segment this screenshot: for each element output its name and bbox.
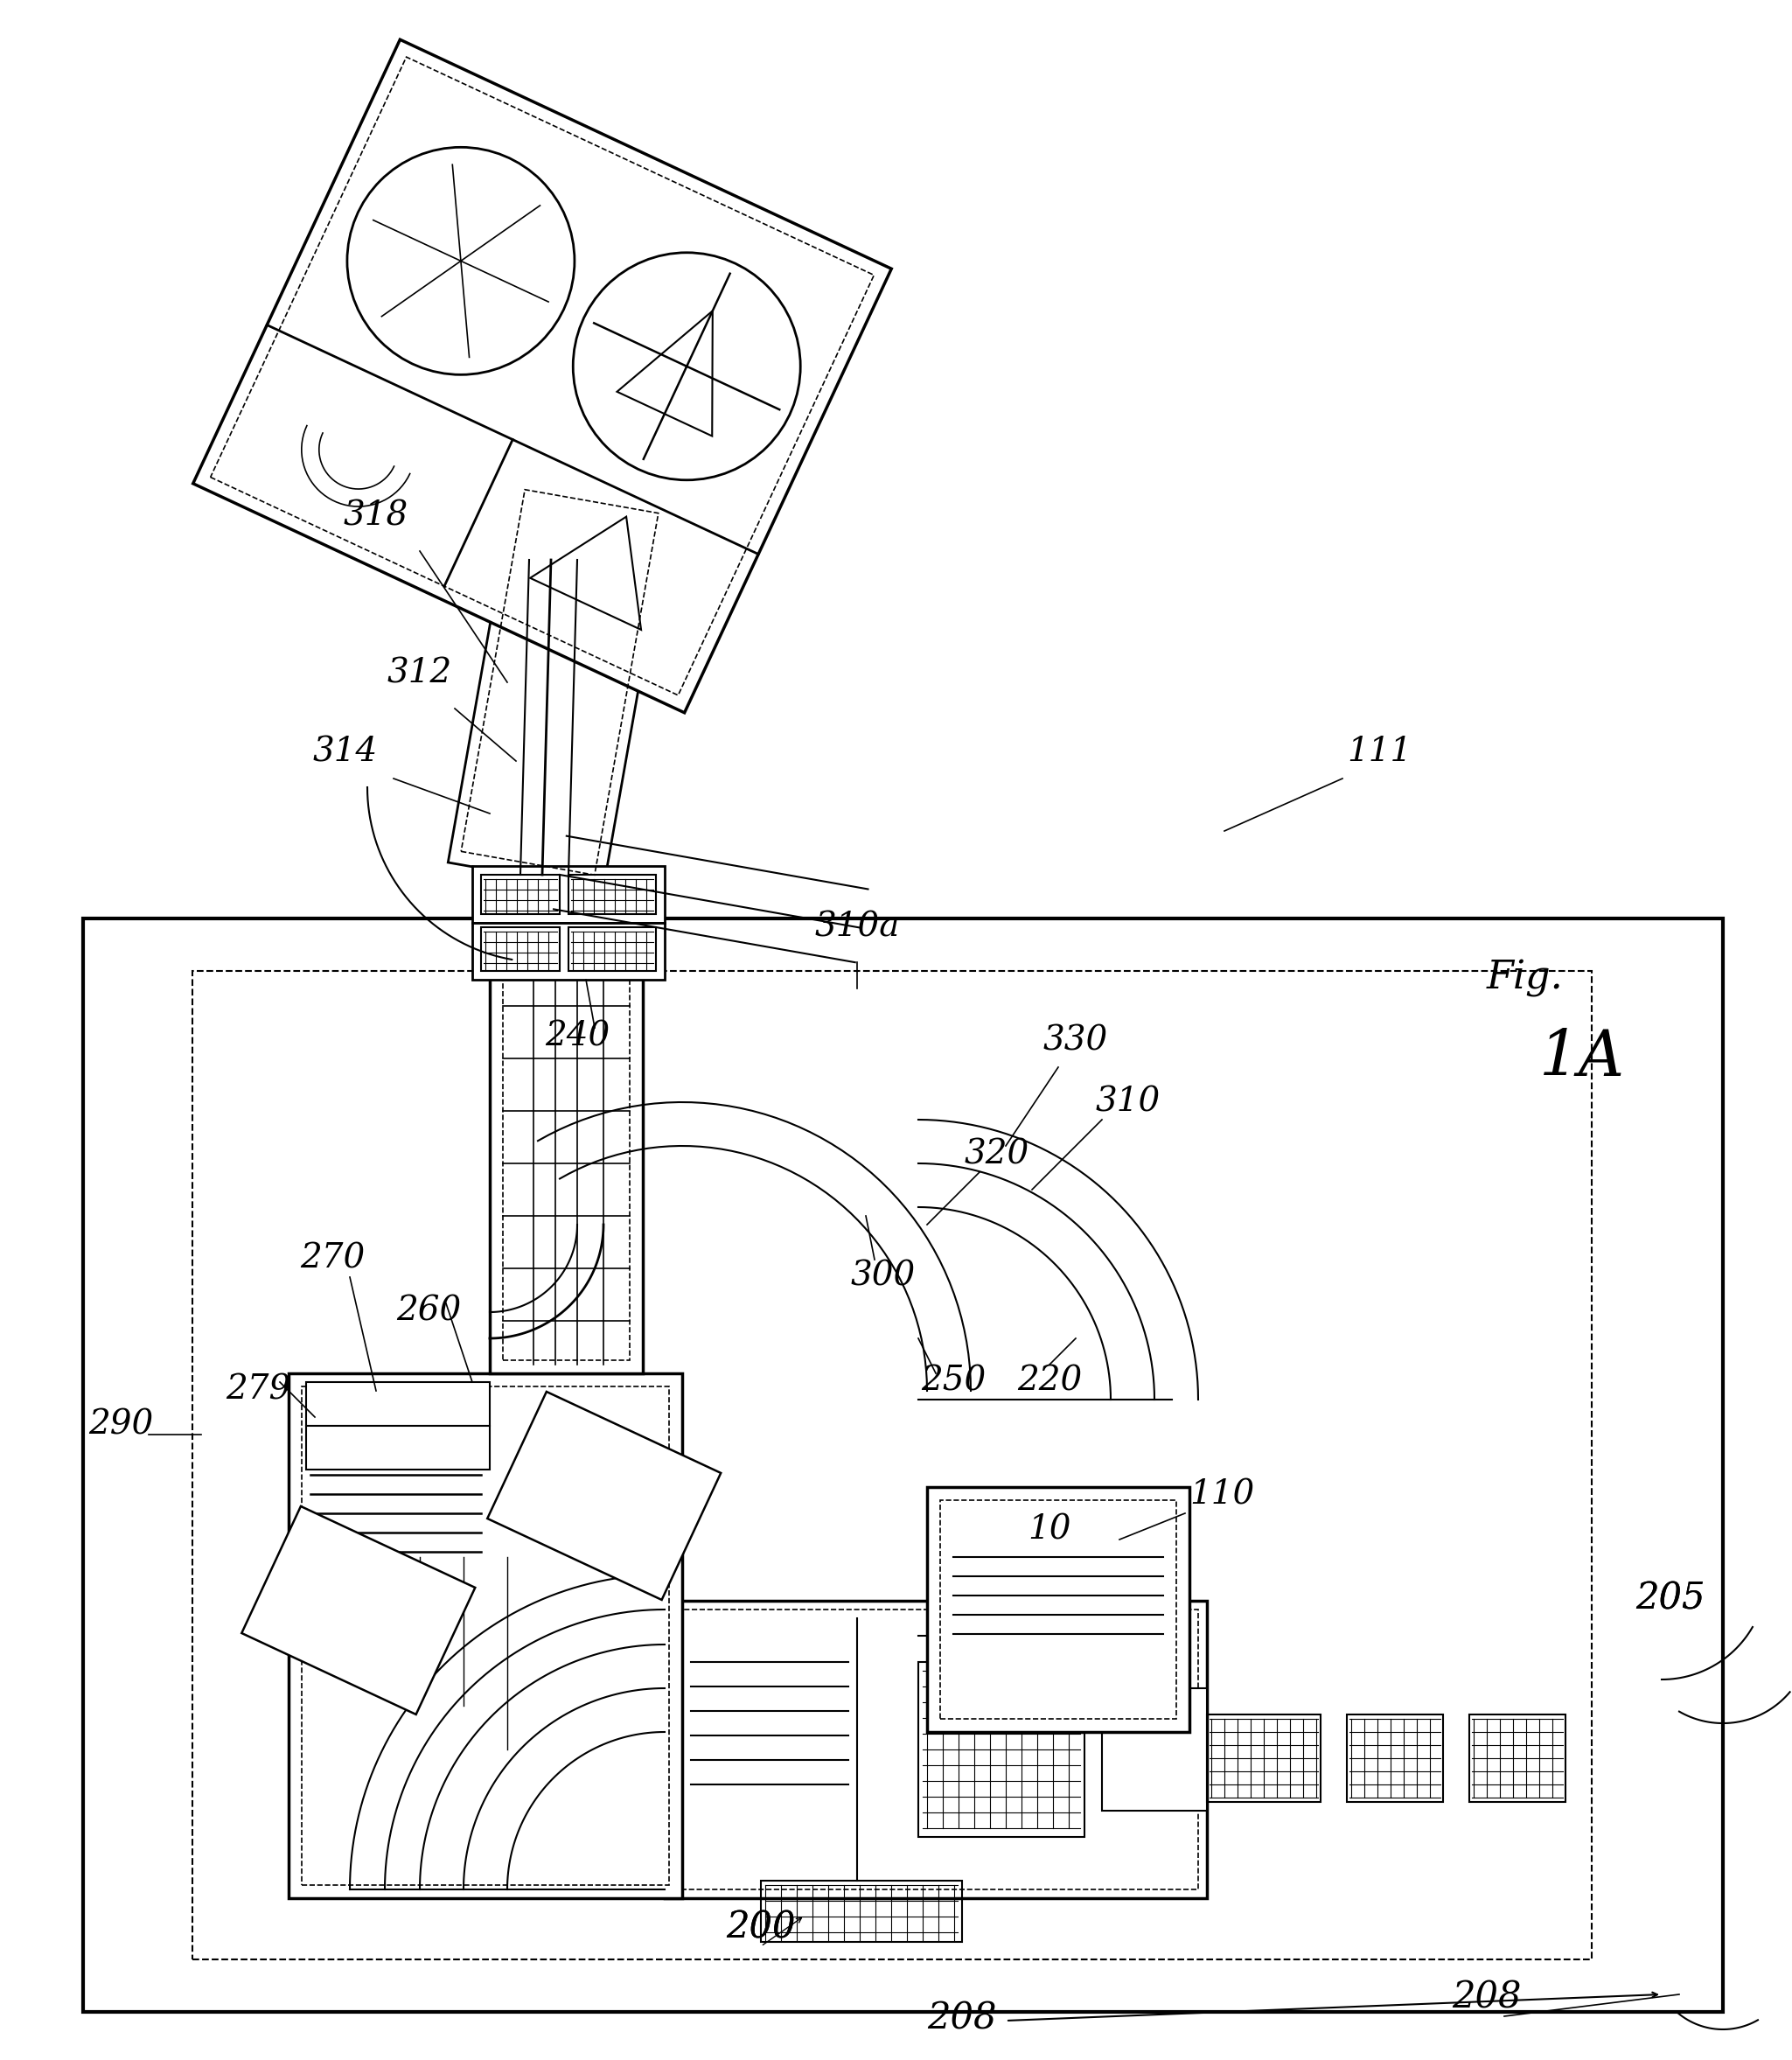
- Text: 270: 270: [299, 1242, 366, 1275]
- Text: 10: 10: [1029, 1514, 1072, 1547]
- Text: 300: 300: [851, 1261, 916, 1294]
- Text: 320: 320: [964, 1137, 1029, 1170]
- Bar: [568, 927, 656, 970]
- Text: 205: 205: [1636, 1580, 1704, 1617]
- Polygon shape: [242, 1506, 475, 1714]
- Bar: [926, 1487, 1190, 1732]
- Text: 314: 314: [314, 735, 378, 768]
- Text: 200: 200: [726, 1910, 796, 1945]
- Text: 1A: 1A: [1539, 1028, 1625, 1090]
- Bar: [1102, 1689, 1206, 1811]
- Text: 240: 240: [545, 1020, 609, 1053]
- Bar: [762, 1881, 962, 1943]
- Bar: [1348, 1714, 1443, 1802]
- Bar: [918, 1662, 1084, 1838]
- Text: 310a: 310a: [815, 911, 900, 943]
- Bar: [480, 876, 559, 915]
- Bar: [473, 923, 665, 981]
- Text: 250: 250: [921, 1366, 986, 1399]
- Text: 260: 260: [396, 1296, 461, 1329]
- Bar: [306, 1382, 489, 1426]
- Bar: [504, 931, 629, 1360]
- Text: Fig.: Fig.: [1487, 960, 1563, 997]
- Polygon shape: [487, 1393, 720, 1601]
- Text: 310: 310: [1095, 1086, 1161, 1119]
- Text: 330: 330: [1043, 1024, 1107, 1057]
- Polygon shape: [448, 474, 672, 890]
- Polygon shape: [194, 39, 891, 713]
- Text: 279: 279: [226, 1374, 290, 1407]
- Bar: [489, 919, 643, 1374]
- Bar: [289, 1374, 683, 1897]
- Bar: [1206, 1714, 1321, 1802]
- Bar: [82, 919, 1722, 2013]
- Bar: [192, 970, 1591, 1959]
- Text: 208: 208: [1452, 1980, 1521, 2015]
- Text: 208: 208: [926, 2000, 996, 2037]
- Text: 200: 200: [726, 1910, 796, 1945]
- Text: 110: 110: [1190, 1479, 1254, 1512]
- Text: 290: 290: [88, 1409, 152, 1442]
- Bar: [941, 1500, 1176, 1718]
- Bar: [473, 865, 665, 923]
- Bar: [301, 1386, 668, 1885]
- Bar: [568, 876, 656, 915]
- Text: 205: 205: [1636, 1580, 1704, 1617]
- Bar: [1469, 1714, 1566, 1802]
- Text: 318: 318: [344, 499, 409, 531]
- Text: 312: 312: [387, 657, 452, 690]
- Text: 220: 220: [1018, 1366, 1082, 1399]
- Bar: [480, 927, 559, 970]
- Bar: [306, 1426, 489, 1469]
- Text: 111: 111: [1348, 735, 1412, 768]
- Bar: [665, 1601, 1206, 1897]
- Bar: [674, 1609, 1199, 1889]
